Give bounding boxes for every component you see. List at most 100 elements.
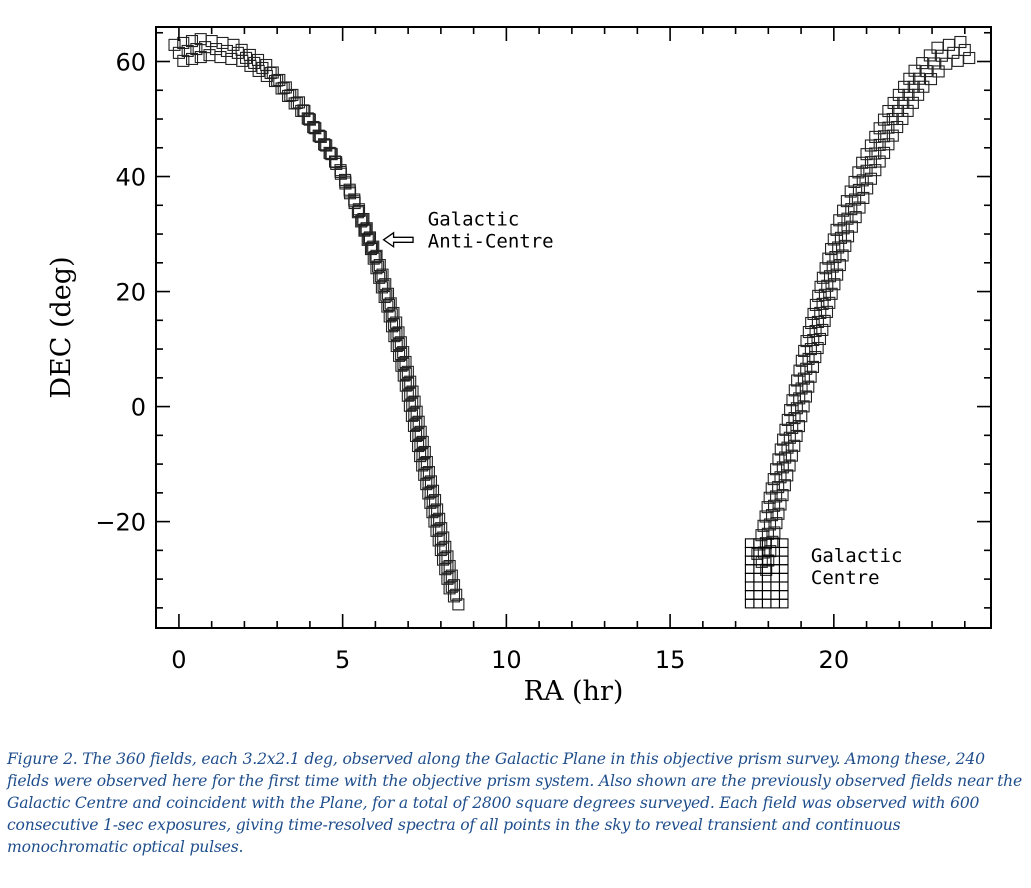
field-square: [408, 395, 421, 408]
centre-field-square: [744, 581, 755, 592]
field-square: [790, 429, 803, 442]
field-square: [786, 394, 799, 407]
field-square: [809, 298, 822, 311]
field-square: [397, 346, 410, 359]
field-square: [367, 240, 380, 253]
field-square: [916, 57, 929, 70]
field-square: [765, 482, 778, 495]
y-tick-label: 60: [115, 49, 146, 77]
field-square: [433, 512, 446, 525]
field-square: [388, 330, 401, 343]
field-square: [825, 242, 838, 256]
field-square: [418, 458, 431, 471]
field-square: [408, 407, 421, 420]
plot-frame: [155, 26, 992, 629]
centre-field-square: [744, 598, 755, 609]
field-square: [447, 579, 461, 592]
x-tick-label: 20: [819, 646, 850, 674]
y-axis-label: DEC (deg): [46, 256, 77, 398]
field-square: [177, 36, 190, 50]
field-square: [776, 461, 789, 474]
field-square: [940, 57, 953, 70]
centre-field-square: [770, 590, 781, 600]
x-tick-label: 0: [171, 646, 186, 674]
field-square: [768, 526, 781, 539]
field-square: [362, 232, 375, 245]
centre-field-square: [744, 590, 755, 600]
field-square: [797, 400, 810, 413]
field-square: [264, 66, 277, 80]
field-square: [181, 44, 194, 58]
field-square: [852, 166, 865, 179]
field-square: [185, 34, 199, 48]
field-square: [390, 328, 403, 341]
centre-field-square: [778, 572, 789, 583]
field-square: [822, 252, 835, 265]
field-square: [390, 316, 403, 329]
field-square: [807, 307, 820, 321]
field-square: [209, 42, 223, 56]
field-square: [387, 306, 400, 320]
field-square: [786, 421, 799, 434]
field-square: [917, 80, 930, 93]
centre-field-square: [753, 581, 763, 592]
field-square: [840, 195, 853, 208]
field-square: [923, 49, 936, 62]
centre-field-square: [778, 581, 789, 592]
field-square: [811, 315, 824, 329]
field-square: [220, 44, 233, 58]
y-tick-label: 20: [115, 279, 146, 307]
field-square: [790, 402, 803, 415]
field-square: [779, 451, 792, 464]
field-square: [826, 260, 839, 273]
field-square: [414, 425, 427, 438]
field-square: [441, 550, 454, 563]
field-square: [877, 130, 891, 143]
centre-field-square: [778, 538, 789, 549]
field-square: [384, 297, 397, 310]
field-square: [931, 41, 944, 54]
field-square: [418, 445, 431, 459]
field-square: [799, 390, 812, 403]
field-square: [431, 503, 444, 516]
field-square: [366, 241, 379, 254]
field-square: [882, 138, 895, 151]
field-square: [873, 138, 886, 151]
field-square: [401, 365, 414, 378]
field-square: [818, 314, 831, 327]
field-square: [379, 278, 392, 291]
field-square: [827, 233, 840, 246]
field-square: [823, 270, 837, 283]
field-square: [352, 203, 365, 216]
field-square: [395, 359, 408, 372]
field-square: [774, 471, 787, 484]
field-square: [330, 156, 343, 169]
field-square: [935, 49, 948, 62]
field-square: [406, 385, 419, 398]
field-square: [776, 489, 789, 502]
field-square: [828, 278, 841, 291]
field-square: [807, 333, 820, 347]
field-square: [392, 326, 405, 339]
field-square: [802, 380, 815, 393]
figure-caption: Figure 2. The 360 fields, each 3.2x2.1 d…: [7, 750, 1023, 856]
field-square: [777, 433, 790, 446]
field-square: [932, 65, 945, 78]
y-tick-label: 0: [131, 394, 146, 422]
field-square: [800, 362, 813, 375]
field-square: [783, 459, 796, 472]
field-square: [216, 36, 229, 50]
field-square: [363, 231, 377, 244]
field-square: [920, 65, 933, 78]
field-square: [788, 384, 801, 397]
centre-field-square: [744, 564, 755, 574]
field-square: [412, 427, 425, 440]
field-square: [804, 370, 817, 383]
x-axis-label: RA (hr): [524, 676, 624, 707]
field-square: [435, 522, 448, 535]
field-square: [829, 250, 842, 264]
y-tick-label: −20: [95, 509, 146, 537]
field-square: [439, 540, 452, 553]
field-square: [951, 54, 964, 67]
